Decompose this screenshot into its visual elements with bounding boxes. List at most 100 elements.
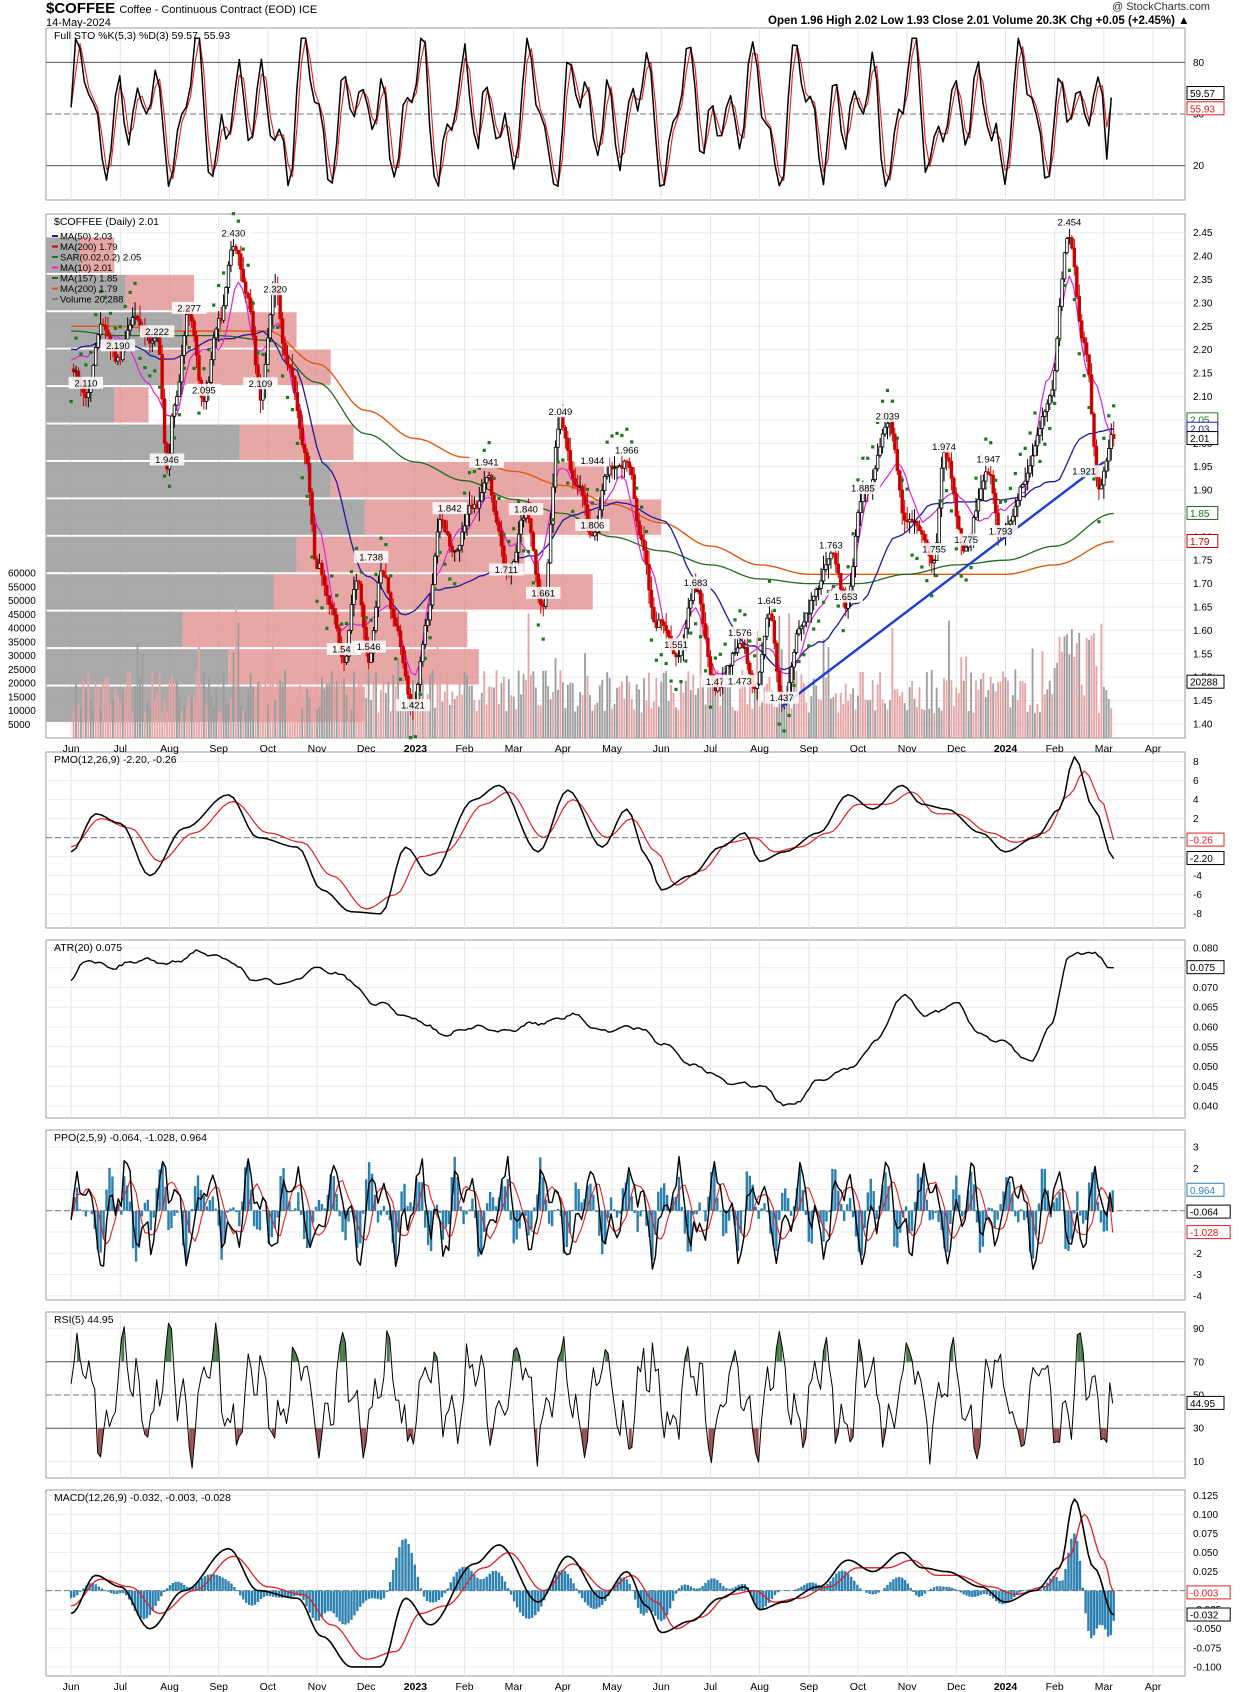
macd-histogram-bar [212, 1574, 215, 1591]
ppo-histogram-bar [595, 1210, 598, 1212]
macd-histogram-bar [1073, 1533, 1076, 1591]
ppo-histogram-bar [84, 1210, 88, 1217]
candle-body [1048, 395, 1052, 405]
volume-bar [163, 700, 166, 738]
macd-histogram-bar [755, 1590, 758, 1608]
volume-bar [652, 701, 655, 738]
ppo-histogram-bar [751, 1184, 754, 1211]
candle-body [295, 392, 300, 412]
ppo-histogram-bar [362, 1210, 365, 1214]
macd-histogram-bar [1019, 1590, 1022, 1593]
volume-bar [630, 699, 633, 738]
volume-bar [394, 685, 397, 738]
candle-body [465, 513, 469, 527]
volume-bar [967, 711, 970, 738]
volume-bar [475, 710, 478, 738]
candle-body [445, 531, 450, 535]
macd-histogram-bar [1067, 1552, 1070, 1591]
sar-dot [79, 352, 83, 356]
volume-bar [308, 697, 311, 738]
volume-bar [982, 672, 985, 738]
x-tick-label: Oct [850, 743, 866, 755]
volume-bar [975, 680, 977, 738]
candle-body [1075, 266, 1079, 297]
macd-histogram-bar [1070, 1538, 1073, 1591]
x-tick-label: Mar [505, 743, 524, 755]
volume-bar [357, 675, 360, 738]
volume-bar [222, 671, 225, 738]
volume-bar [338, 675, 341, 738]
volume-bar [498, 704, 500, 738]
macd-histogram-bar [379, 1590, 383, 1600]
macd-histogram-bar [69, 1590, 73, 1599]
volume-bar [328, 683, 331, 738]
volume-bar [84, 689, 87, 738]
candle-body [403, 662, 408, 677]
rsi-oversold-fill [271, 1428, 275, 1439]
candle-body [344, 655, 349, 663]
volume-bar [689, 690, 692, 738]
ppo-histogram-bar [164, 1186, 167, 1211]
sar-dot [639, 505, 644, 509]
rsi-oversold-fill [1053, 1428, 1057, 1443]
ppo-histogram-bar [99, 1210, 102, 1253]
candle-body [1055, 338, 1059, 372]
ppo-histogram-bar [465, 1210, 468, 1215]
macd-histogram-bar [112, 1590, 116, 1594]
ppo-histogram-bar [217, 1210, 220, 1226]
macd-histogram-bar [299, 1590, 302, 1597]
volume-bar [286, 710, 289, 738]
macd-histogram-bar [1075, 1540, 1079, 1591]
candle-body [939, 467, 944, 509]
macd-histogram-bar [619, 1577, 622, 1591]
volume-bar [146, 702, 149, 738]
candle-body [534, 549, 538, 575]
volume-bar [230, 698, 232, 738]
macd-histogram-bar [998, 1590, 1001, 1604]
volume-bar [1031, 648, 1034, 738]
candle-body [1087, 354, 1091, 376]
volume-bar [876, 684, 879, 738]
ppo-histogram-bar [1076, 1191, 1079, 1211]
volume-bar [281, 682, 284, 738]
sar-dot [664, 661, 668, 666]
sar-dot [266, 369, 270, 373]
macd-histogram-bar [959, 1590, 963, 1593]
ppo-histogram-bar [453, 1156, 456, 1211]
x-tick-label: 2024 [994, 1681, 1018, 1692]
volume-bar [844, 683, 847, 738]
volume-bar [859, 672, 862, 738]
ppo-histogram-bar [789, 1210, 793, 1216]
ppo-histogram-bar [314, 1206, 318, 1211]
ppo-histogram-bar [208, 1200, 212, 1211]
x-tick-label: Mar [1095, 743, 1114, 755]
price-right-badge: 2.03 [1190, 425, 1210, 436]
candle-body [1109, 434, 1113, 449]
annotation-bg [764, 691, 799, 704]
volume-bar [126, 671, 129, 738]
ppo-histogram-bar [382, 1205, 386, 1211]
macd-histogram-bar [268, 1590, 272, 1597]
macd-histogram-bar [180, 1582, 183, 1591]
volume-bar [815, 685, 818, 738]
sar-dot [256, 350, 260, 355]
volume-bar [89, 700, 92, 738]
macd-histogram-bar [868, 1590, 871, 1594]
price-annotation: 1.541 [332, 644, 356, 655]
sar-dot [1023, 446, 1027, 450]
price-annotation: 2.320 [263, 285, 287, 296]
candle-body [563, 426, 568, 439]
volume-bar [861, 671, 864, 738]
volume-bar [832, 697, 835, 738]
macd-histogram-bar [912, 1590, 915, 1593]
legend-entry: Volume 20,288 [60, 295, 123, 306]
sar-dot [635, 486, 639, 490]
candle-body [991, 475, 995, 494]
volume-bar [323, 690, 326, 738]
candle-body [851, 566, 855, 587]
sar-dot [998, 500, 1003, 504]
volume-bar [852, 688, 854, 738]
candle-body [895, 449, 900, 472]
candle-body [172, 404, 177, 417]
sto-k-badge-box [1186, 86, 1225, 101]
